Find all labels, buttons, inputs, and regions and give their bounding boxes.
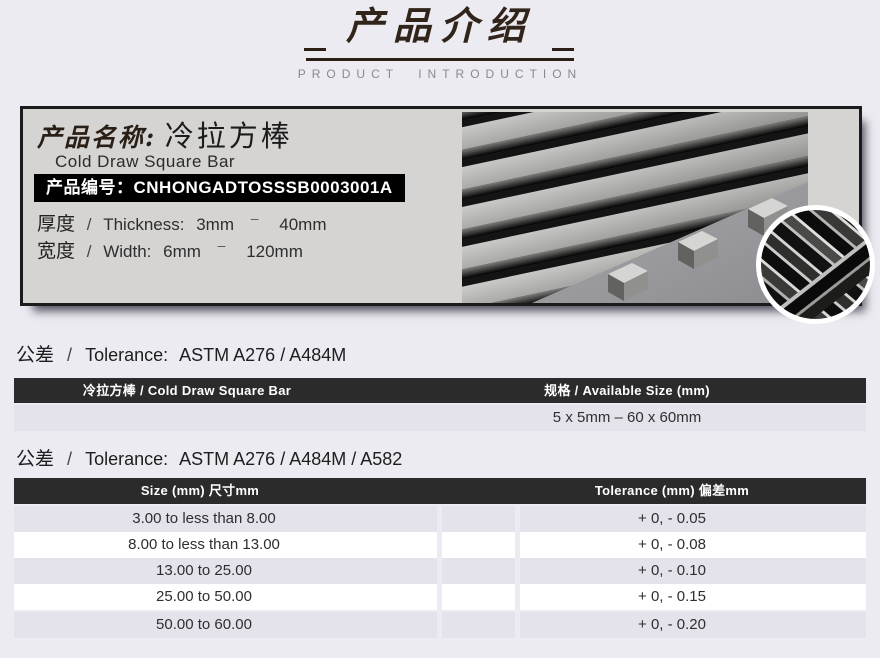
- divider-dash-left: [304, 48, 326, 51]
- size-cell: 13.00 to 25.00: [14, 558, 437, 584]
- separator-slash: /: [86, 215, 92, 234]
- spec-thickness-min: 3mm: [196, 215, 234, 234]
- tolerance-cell: + 0, - 0.15: [520, 584, 866, 610]
- size-cell: 3.00 to less than 8.00: [14, 506, 437, 532]
- tolerance-cell: + 0, - 0.08: [520, 532, 866, 558]
- tolerance-label-en: Tolerance:: [85, 449, 169, 469]
- tolerance-table-header: Size (mm) 尺寸mm Tolerance (mm) 偏差mm: [14, 478, 866, 504]
- range-dash: –: [250, 210, 259, 226]
- product-code-value: CNHONGADTOSSSB0003001A: [133, 178, 393, 197]
- divider-line: [306, 58, 574, 61]
- tolerance-table: Size (mm) 尺寸mm Tolerance (mm) 偏差mm 3.00 …: [14, 478, 866, 638]
- tolerance-label-en: Tolerance:: [85, 345, 169, 365]
- tolerance-cell: + 0, - 0.10: [520, 558, 866, 584]
- size-table-header-product: 冷拉方棒 / Cold Draw Square Bar: [82, 383, 292, 398]
- separator-slash: /: [86, 242, 92, 261]
- table-row: 25.00 to 50.00 + 0, - 0.15: [14, 584, 866, 610]
- size-cell: 8.00 to less than 13.00: [14, 532, 437, 558]
- product-code-label: 产品编号：: [46, 178, 134, 197]
- size-table-header: 冷拉方棒 / Cold Draw Square Bar 规格 / Availab…: [14, 378, 866, 403]
- spec-width: 宽度 / Width: 6mm – 120mm: [37, 236, 303, 263]
- spacer-cell: [442, 532, 515, 558]
- tolerance-line-1: 公差 / Tolerance: ASTM A276 / A484M: [16, 340, 346, 367]
- tolerance-label-cn: 公差: [16, 345, 55, 366]
- available-size-value: 5 x 5mm – 60 x 60mm: [552, 409, 702, 426]
- spec-width-min: 6mm: [163, 242, 201, 261]
- tolerance-cell: + 0, - 0.20: [520, 612, 866, 638]
- size-cell: 25.00 to 50.00: [14, 584, 437, 610]
- spec-thickness: 厚度 / Thickness: 3mm – 40mm: [37, 209, 326, 236]
- table-row: 8.00 to less than 13.00 + 0, - 0.08: [14, 532, 866, 558]
- size-table: 冷拉方棒 / Cold Draw Square Bar 规格 / Availab…: [14, 378, 866, 431]
- tolerance-cell: + 0, - 0.05: [520, 506, 866, 532]
- page-subtitle: PRODUCT INTRODUCTION: [297, 67, 583, 81]
- spec-width-cn: 宽度: [37, 241, 76, 262]
- spacer-cell: [442, 612, 515, 638]
- size-table-header-size: 规格 / Available Size (mm): [544, 383, 710, 398]
- page-title: 产品介绍: [345, 3, 534, 48]
- table-row: 50.00 to 60.00 + 0, - 0.20: [14, 612, 866, 638]
- spec-width-max: 120mm: [246, 242, 303, 261]
- spacer-cell: [442, 506, 515, 532]
- size-table-row: 5 x 5mm – 60 x 60mm: [14, 405, 866, 431]
- spec-thickness-en: Thickness:: [103, 215, 185, 234]
- product-panel: 产品名称: 冷拉方棒 Cold Draw Square Bar 产品编号：CNH…: [20, 106, 862, 306]
- tolerance-table-header-size: Size (mm) 尺寸mm: [140, 483, 260, 498]
- size-cell: 50.00 to 60.00: [14, 612, 437, 638]
- spec-thickness-max: 40mm: [279, 215, 327, 234]
- range-dash: –: [217, 237, 226, 253]
- tolerance-standards: ASTM A276 / A484M: [179, 345, 347, 365]
- spacer-cell: [442, 584, 515, 610]
- spec-width-en: Width:: [103, 242, 152, 261]
- product-code-badge: 产品编号：CNHONGADTOSSSB0003001A: [34, 174, 405, 202]
- separator-slash: /: [67, 449, 73, 469]
- product-name-line: 产品名称: 冷拉方棒: [37, 113, 293, 155]
- spacer-cell: [442, 558, 515, 584]
- divider-dash-right: [552, 48, 574, 51]
- separator-slash: /: [67, 345, 73, 365]
- tolerance-table-header-tol: Tolerance (mm) 偏差mm: [594, 483, 750, 498]
- product-name-en: Cold Draw Square Bar: [55, 152, 236, 171]
- tolerance-standards: ASTM A276 / A484M / A582: [179, 449, 403, 469]
- product-name-label: 产品名称:: [37, 123, 157, 152]
- table-row: 3.00 to less than 8.00 + 0, - 0.05: [14, 506, 866, 532]
- spec-thickness-cn: 厚度: [37, 214, 76, 235]
- tolerance-label-cn: 公差: [16, 449, 55, 470]
- product-name-cn: 冷拉方棒: [164, 121, 293, 153]
- table-row: 13.00 to 25.00 + 0, - 0.10: [14, 558, 866, 584]
- product-photo-zoom-inset: [756, 205, 875, 324]
- tolerance-line-2: 公差 / Tolerance: ASTM A276 / A484M / A582: [16, 444, 402, 471]
